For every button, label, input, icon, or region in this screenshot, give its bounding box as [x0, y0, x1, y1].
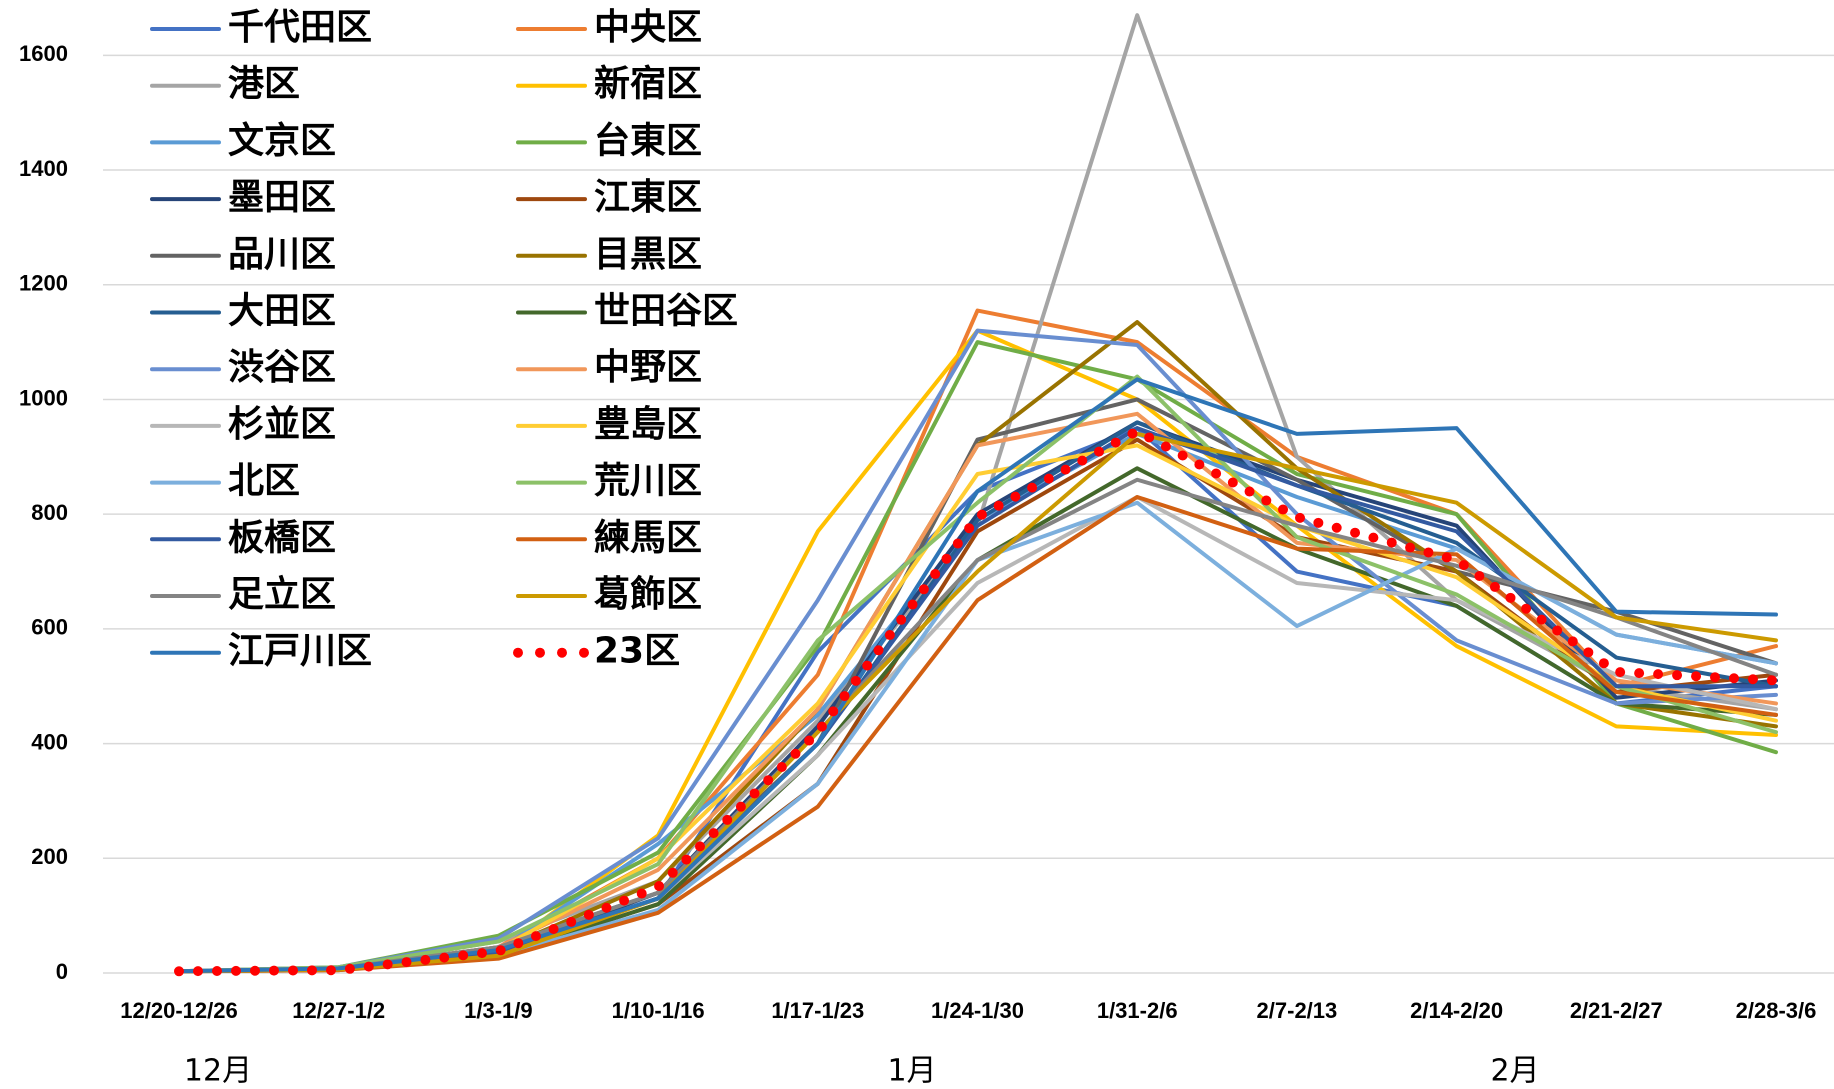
legend-label: 墨田区 — [228, 177, 336, 218]
y-tick-label: 1400 — [19, 156, 68, 181]
x-tick-label: 1/10-1/16 — [612, 998, 705, 1023]
legend-label: 港区 — [228, 64, 300, 105]
legend-label: 中野区 — [594, 347, 702, 388]
legend-label: 千代田区 — [228, 7, 372, 48]
series-line — [177, 494, 1778, 974]
series-line — [177, 494, 1778, 974]
legend-label: 品川区 — [228, 234, 336, 275]
legend-label: 23区 — [594, 631, 680, 672]
series-line — [177, 328, 1778, 974]
legend-label: 荒川区 — [594, 461, 702, 502]
legend-label: 北区 — [228, 461, 300, 502]
legend-label: 足立区 — [228, 574, 336, 615]
y-tick-label: 600 — [31, 615, 68, 640]
series-line — [177, 411, 1778, 974]
x-tick-label: 2/7-2/13 — [1257, 998, 1338, 1023]
legend-label: 新宿区 — [594, 64, 702, 105]
legend-label: 板橋区 — [228, 517, 336, 558]
lines — [174, 13, 1781, 977]
x-tick-label: 2/21-2/27 — [1570, 998, 1663, 1023]
series-line — [177, 426, 1778, 974]
x-tick-label: 1/3-1/9 — [464, 998, 533, 1023]
y-tick-label: 800 — [31, 500, 68, 525]
grid: 0 200 400 600 800 1000 1200 1400 1600 12/20-12/26… — [19, 41, 1834, 1023]
series-line — [177, 328, 1778, 974]
x-tick-label: 1/31-2/6 — [1097, 998, 1178, 1023]
y-tick-label: 1200 — [19, 271, 68, 296]
x-tick-label: 12/20-12/26 — [120, 998, 237, 1023]
series-line — [174, 426, 1781, 977]
legend-label: 渋谷区 — [228, 347, 336, 388]
legend-label: 江東区 — [594, 177, 702, 218]
y-tick-label: 1000 — [19, 385, 68, 410]
x-tick-label: 12/27-1/2 — [292, 998, 385, 1023]
series-line — [177, 320, 1778, 974]
y-tick-label: 1600 — [19, 41, 68, 66]
y-tick-label: 400 — [31, 729, 68, 754]
x-tick-label: 1/24-1/30 — [931, 998, 1024, 1023]
legend-label: 杉並区 — [228, 404, 336, 445]
month-label: 1月 — [887, 1054, 936, 1089]
y-tick-label: 0 — [56, 959, 68, 984]
legend-label: 江戸川区 — [228, 631, 372, 672]
series-line — [177, 466, 1778, 974]
legend-label: 中央区 — [594, 7, 702, 48]
legend-label: 大田区 — [228, 291, 336, 332]
series-line — [177, 426, 1778, 974]
legend-label: 葛飾区 — [594, 574, 702, 615]
x-tick-label: 2/28-3/6 — [1736, 998, 1817, 1023]
series-line — [177, 477, 1778, 974]
y-tick-label: 200 — [31, 844, 68, 869]
month-label: 2月 — [1490, 1054, 1539, 1089]
legend-label: 世田谷区 — [594, 291, 738, 332]
x-tick-label: 2/14-2/20 — [1410, 998, 1503, 1023]
x-tick-label: 1/17-1/23 — [771, 998, 864, 1023]
legend-label: 練馬区 — [594, 517, 702, 558]
series-line — [177, 377, 1778, 974]
series-line — [177, 374, 1778, 974]
month-label: 12月 — [184, 1054, 252, 1089]
legend-label: 台東区 — [594, 120, 702, 161]
legend-label: 目黒区 — [594, 234, 702, 275]
legend-label: 文京区 — [228, 119, 336, 161]
legend-label: 豊島区 — [594, 404, 702, 445]
